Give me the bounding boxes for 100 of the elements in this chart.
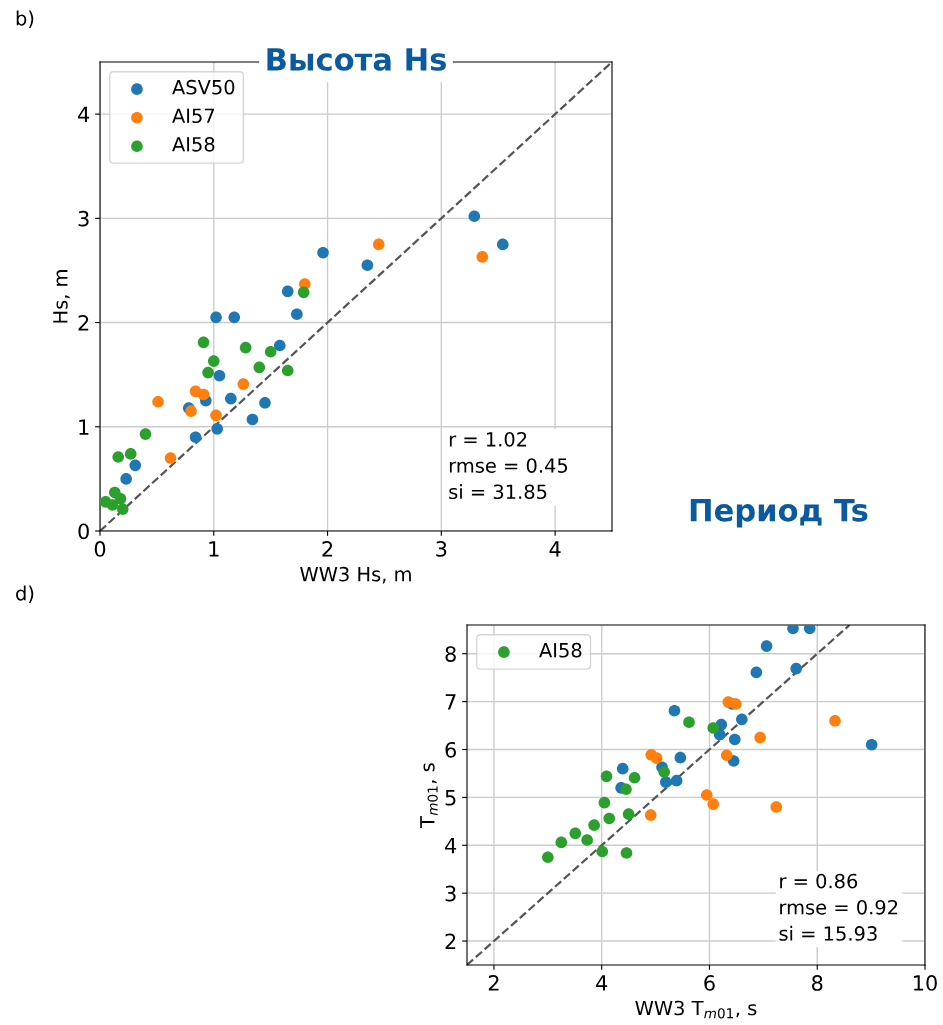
point: [112, 451, 125, 463]
y-axis-title: Hs, m: [53, 270, 70, 323]
y-tick-label: 1: [79, 419, 89, 435]
point: [496, 238, 509, 251]
legend-label: AI58: [172, 136, 215, 152]
point: [239, 341, 252, 354]
point: [164, 452, 177, 464]
point: [707, 722, 720, 734]
y-tick-label: 8: [445, 646, 456, 662]
point: [865, 738, 878, 751]
point: [210, 311, 222, 324]
point: [253, 361, 266, 374]
point: [829, 714, 841, 727]
point: [803, 625, 816, 635]
point: [225, 392, 237, 405]
point: [213, 369, 226, 382]
point: [228, 311, 241, 324]
y-tick-label: 4: [78, 106, 90, 123]
point: [317, 246, 329, 259]
point: [770, 801, 783, 813]
point: [787, 625, 799, 635]
chart-title: Высота Hs: [267, 48, 446, 71]
point: [628, 771, 641, 784]
point: [237, 378, 250, 390]
point: [116, 503, 129, 515]
point: [114, 492, 127, 505]
point: [750, 666, 763, 679]
point: [211, 423, 223, 435]
y-tick-label: 5: [445, 790, 456, 806]
point: [683, 716, 695, 729]
point: [542, 851, 554, 864]
point: [197, 336, 210, 349]
point: [616, 762, 629, 775]
point: [660, 776, 672, 788]
y-tick-label: 3: [445, 885, 456, 902]
point: [259, 397, 271, 409]
y-tick-label: 4: [445, 838, 457, 854]
point: [588, 819, 600, 831]
point: [600, 770, 613, 783]
point: [720, 749, 733, 762]
point: [700, 789, 713, 801]
text: b): [16, 10, 34, 28]
point: [707, 798, 720, 810]
point: [106, 499, 119, 511]
point: [760, 640, 773, 652]
point: [281, 285, 294, 298]
y-tick-label: 2: [78, 315, 89, 331]
legend-label: AI58: [539, 642, 582, 658]
point: [291, 308, 303, 321]
chart-title: Период Ts: [690, 498, 868, 528]
annotation: r = 0.86 rmse = 0.92 si = 15.93: [779, 873, 898, 941]
point: [622, 808, 635, 820]
y-tick-label: 0: [78, 523, 89, 540]
legend-label: ASV50: [172, 79, 235, 95]
annotation: r = 1.02 rmse = 0.45 si = 31.85: [449, 431, 568, 500]
point: [246, 413, 259, 426]
y-tick-label: 2: [445, 933, 456, 949]
y-tick-label: 3: [78, 210, 89, 227]
x-tick-label: 4: [549, 541, 561, 557]
text: d): [16, 585, 34, 603]
y-axis-title: T$_{m01}$, s: [420, 763, 438, 828]
point: [281, 364, 294, 377]
point: [650, 752, 663, 764]
point: [581, 834, 593, 846]
point: [728, 733, 741, 746]
point: [620, 847, 633, 859]
point: [670, 774, 683, 787]
point: [139, 428, 152, 440]
point: [476, 251, 489, 263]
point: [468, 210, 481, 223]
point: [189, 431, 202, 444]
x-axis-title: WW3 T$_{m01}$, s: [635, 1000, 757, 1019]
point: [361, 259, 374, 272]
y-tick-label: 6: [445, 741, 456, 758]
point: [372, 238, 385, 251]
x-tick-label: 2: [488, 975, 499, 991]
point: [297, 286, 310, 299]
point: [790, 662, 803, 675]
point: [668, 704, 681, 717]
point: [202, 366, 214, 379]
point: [644, 809, 657, 821]
point: [152, 395, 164, 408]
x-tick-label: 6: [704, 975, 715, 991]
legend-label: AI57: [172, 108, 215, 124]
point: [555, 836, 568, 849]
point: [264, 345, 277, 358]
x-tick-label: 4: [596, 975, 608, 991]
x-axis-title: WW3 Hs, m: [300, 566, 411, 584]
point: [596, 845, 609, 858]
point: [210, 409, 222, 422]
point: [120, 473, 132, 485]
point: [569, 827, 582, 840]
point: [674, 751, 687, 764]
y-tick-label: 7: [445, 694, 456, 710]
point: [735, 713, 748, 726]
point: [730, 698, 742, 710]
point: [124, 448, 137, 460]
x-tick-label: 1: [209, 541, 219, 557]
point: [129, 459, 142, 472]
x-tick-label: 8: [812, 975, 823, 991]
